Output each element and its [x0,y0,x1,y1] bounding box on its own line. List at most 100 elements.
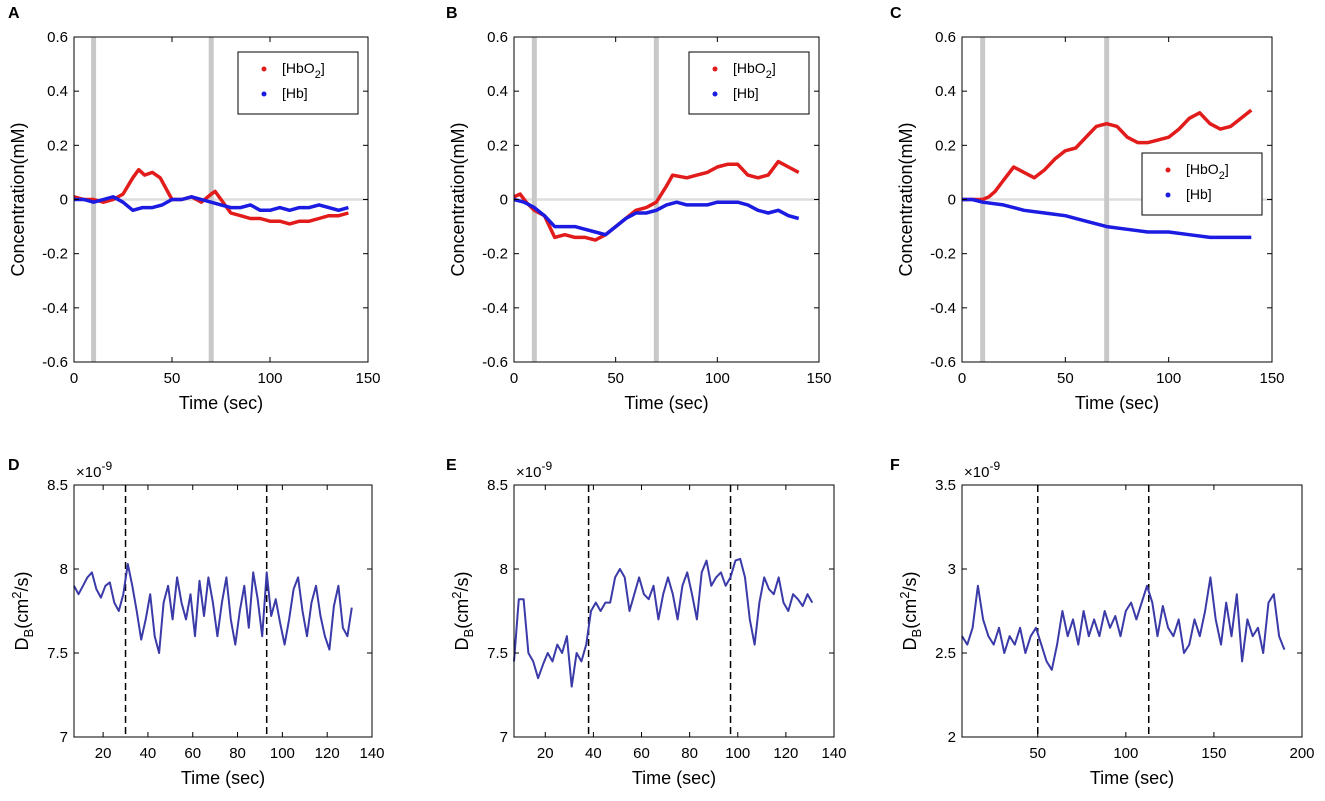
legend-marker [712,91,718,97]
legend-marker [261,66,267,72]
x-tick-label: 150 [1259,370,1284,387]
series-line [513,557,814,688]
x-tick-label: 100 [1156,370,1181,387]
series-line [513,197,800,237]
x-axis-label: Time (sec) [624,393,708,413]
panel-letter: E [446,457,457,474]
panel-letter: F [890,457,900,474]
legend-label: [Hb] [733,85,759,101]
x-tick-label: 140 [821,745,846,762]
legend: [HbO2] [Hb] [237,51,359,115]
x-tick-label: 100 [725,745,750,762]
x-tick-label: 0 [70,370,78,387]
legend-marker [261,91,267,97]
y-tick-label: -0.6 [482,354,508,371]
legend: [HbO2] [Hb] [688,51,810,115]
x-axis-label: Time (sec) [1090,768,1174,788]
y-tick-label: 0.6 [487,29,508,46]
y-axis-label: Concentration(mM) [8,122,28,276]
panel-e: E 20 40 60 80 100 120 140 7 7.5 8 8.5 Time (sec) DB(c… [446,457,847,788]
y-tick-label: 8.5 [47,477,68,494]
y-axis-multiplier: ×10-9 [76,459,112,481]
x-tick-label: 0 [510,370,518,387]
y-tick-label: -0.2 [482,246,508,263]
x-tick-label: 100 [705,370,730,387]
legend-box [237,51,359,115]
series-line [961,576,1286,671]
y-tick-label: 2.5 [935,645,956,662]
y-tick-label: 0.2 [47,137,68,154]
y-tick-label: 0.4 [47,83,68,100]
y-axis-label: DB(cm2/s) [9,572,36,651]
x-tick-label: 150 [806,370,831,387]
y-tick-label: 0.4 [487,83,508,100]
y-tick-label: 0 [60,192,68,209]
panel-c: C 0 50 100 150 -0.6 -0.4 -0.2 0 0.2 0.4 0.6 Time (se… [890,5,1285,413]
y-tick-label: 3 [948,561,956,578]
x-axis-label: Time (sec) [179,393,263,413]
y-tick-label: 0 [948,192,956,209]
legend-label: [HbO2] [282,60,325,81]
y-axis-multiplier: ×10-9 [516,459,552,481]
x-tick-label: 50 [1029,745,1046,762]
legend-marker [1165,192,1171,198]
x-tick-label: 120 [315,745,340,762]
x-tick-label: 140 [359,745,384,762]
y-tick-label: 0 [500,192,508,209]
x-tick-label: 40 [140,745,157,762]
y-tick-label: -0.2 [42,246,68,263]
y-axis-label: Concentration(mM) [448,122,468,276]
x-tick-label: 50 [164,370,181,387]
x-tick-label: 50 [1057,370,1074,387]
x-axis-label: Time (sec) [1075,393,1159,413]
panel-a: A 0 50 100 150 -0.6 -0.4 -0.2 0 0.2 0.4 0.6 Time (se… [8,5,381,413]
y-tick-label: 2 [948,729,956,746]
legend: [HbO2] [Hb] [1141,152,1263,216]
legend-box [1141,152,1263,216]
x-tick-label: 100 [257,370,282,387]
y-tick-label: -0.4 [930,300,956,317]
y-tick-label: 0.6 [47,29,68,46]
y-tick-label: 0.2 [487,137,508,154]
y-axis-label: Concentration(mM) [896,122,916,276]
y-tick-label: 7.5 [47,645,68,662]
legend-label: [Hb] [1186,186,1212,202]
axes-box [73,484,373,738]
legend-label: [Hb] [282,85,308,101]
y-tick-label: 7.5 [487,645,508,662]
panel-letter: D [8,457,20,474]
y-tick-label: 0.2 [935,137,956,154]
y-tick-label: 3.5 [935,477,956,494]
x-tick-label: 20 [95,745,112,762]
series-line [73,563,353,654]
series-line [74,195,349,213]
x-tick-label: 150 [355,370,380,387]
y-tick-label: 8 [500,561,508,578]
y-tick-label: -0.6 [42,354,68,371]
x-tick-label: 120 [773,745,798,762]
y-tick-label: -0.4 [42,300,68,317]
panel-letter: C [890,5,902,22]
x-tick-label: 50 [607,370,624,387]
axes-box [513,484,835,738]
series-line [962,108,1253,202]
panel-b: B 0 50 100 150 -0.6 -0.4 -0.2 0 0.2 0.4 0.6 Time (se… [446,5,832,413]
axes-box [961,484,1303,738]
series-line [962,197,1252,240]
x-tick-label: 80 [229,745,246,762]
x-tick-label: 100 [270,745,295,762]
x-tick-label: 40 [585,745,602,762]
x-tick-label: 100 [1113,745,1138,762]
panel-letter: A [8,5,20,22]
y-tick-label: 8.5 [487,477,508,494]
x-axis-label: Time (sec) [181,768,265,788]
legend-box [688,51,810,115]
legend-marker [1165,167,1171,173]
y-tick-label: -0.4 [482,300,508,317]
y-axis-label: DB(cm2/s) [897,572,924,651]
y-tick-label: -0.2 [930,246,956,263]
x-axis-label: Time (sec) [632,768,716,788]
x-tick-label: 200 [1289,745,1314,762]
panel-d: D 20 40 60 80 100 120 140 7 7.5 8 8.5 Time (sec) DB(c… [8,457,385,788]
